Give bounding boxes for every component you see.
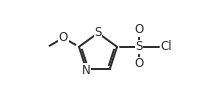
Text: O: O xyxy=(59,31,68,44)
Text: Cl: Cl xyxy=(160,40,172,53)
Text: N: N xyxy=(82,64,91,77)
Text: O: O xyxy=(134,23,144,36)
Text: O: O xyxy=(134,57,144,70)
Text: S: S xyxy=(94,26,102,38)
Text: S: S xyxy=(135,40,143,53)
